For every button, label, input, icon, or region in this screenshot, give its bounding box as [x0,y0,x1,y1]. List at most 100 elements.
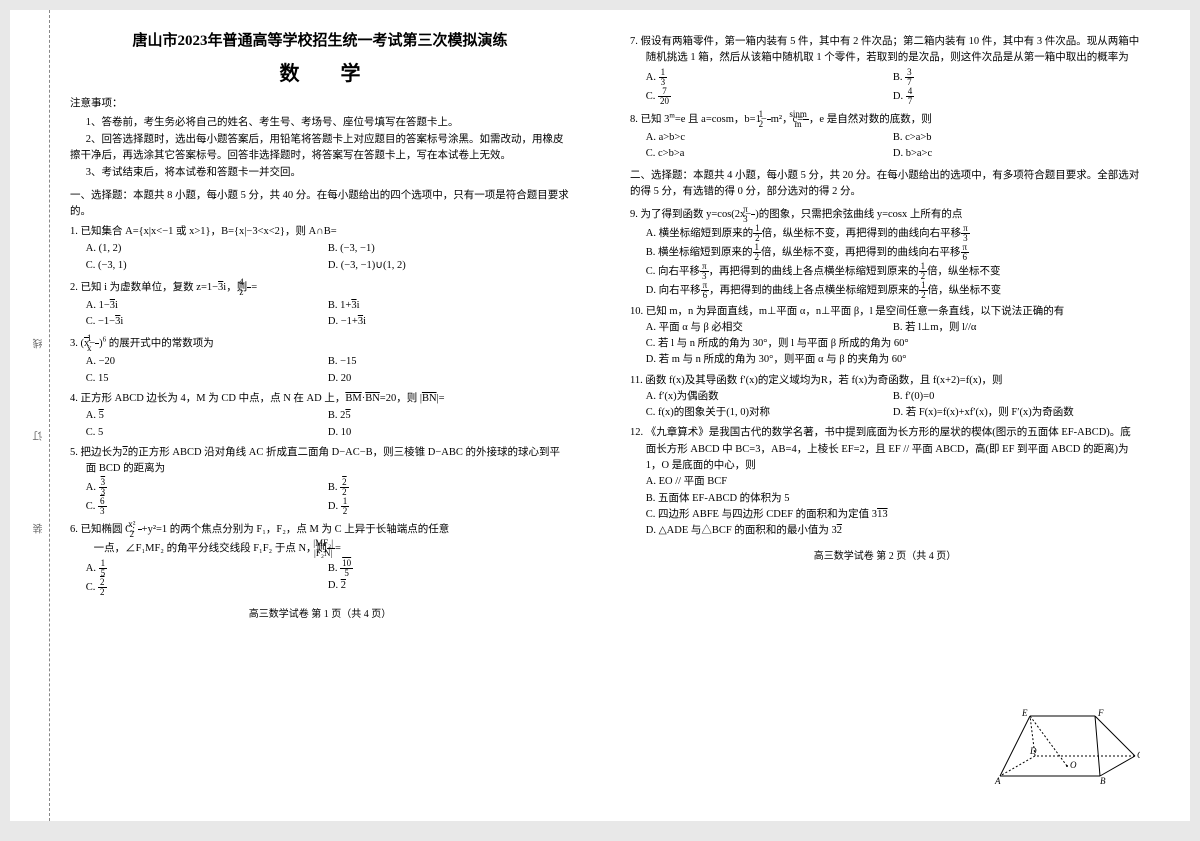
question-text: 4. 正方形 ABCD 边长为 4，M 为 CD 中点，点 N 在 AD 上，B… [70,391,570,407]
question-6: 6. 已知椭圆 C: x²2+y²=1 的两个焦点分别为 F₁，F₂，点 M 为… [70,520,570,597]
question-options: A. 平面 α 与 β 必相交 B. 若 l⊥m，则 l//α C. 若 l 与… [630,320,1140,369]
option-c: C. 63 [86,497,328,516]
option-d: D. 10 [328,425,570,441]
prism-diagram: A B C D E F O [990,706,1140,786]
option-b: B. f′(0)=0 [893,389,1140,405]
option-d: D. 47 [893,87,1140,106]
option-c: C. 5 [86,425,328,441]
option-b: B. (−3, −1) [328,241,570,257]
option-d: D. 若 m 与 n 所成的角为 30°，则平面 α 与 β 的夹角为 60° [646,352,1140,368]
option-a: A. f′(x)为偶函数 [646,389,893,405]
option-c: C. 若 l 与 n 所成的角为 30°，则 l 与平面 β 所成的角为 60° [646,336,1140,352]
option-c: C. −1−3i [86,314,328,330]
question-options: A. 33 B. 22 C. 63 D. 12 [70,478,570,516]
notice-item: 3、考试结束后，将本试卷和答题卡一并交回。 [70,165,570,181]
option-a: A. 5 [86,408,328,424]
question-text: 12. 《九章算术》是我国古代的数学名著，书中提到底面为长方形的屋状的楔体(图示… [630,425,1140,474]
question-3: 3. (x−1x)6 的展开式中的常数项为 A. −20 B. −15 C. 1… [70,334,570,387]
page-left-column: 唐山市2023年普通高等学校招生统一考试第三次模拟演练 数 学 注意事项： 1、… [10,10,600,821]
option-a: A. (1, 2) [86,241,328,257]
option-a: A. 1−3i [86,298,328,314]
option-b: B. 横坐标缩短到原来的12倍，纵坐标不变，再把得到的曲线向右平移π6 [646,243,1140,262]
option-a: A. EO // 平面 BCF [646,474,987,490]
question-9: 9. 为了得到函数 y=cos(2x−π3)的图象，只需把余弦曲线 y=cosx… [630,205,1140,300]
question-5: 5. 把边长为2的正方形 ABCD 沿对角线 AC 折成直二面角 D−AC−B，… [70,445,570,517]
option-d: D. (−3, −1)∪(1, 2) [328,258,570,274]
option-b: B. c>a>b [893,130,1140,146]
section-2-heading: 二、选择题：本题共 4 小题，每小题 5 分，共 20 分。在每小题给出的选项中… [630,168,1140,201]
subject-title: 数 学 [70,59,570,90]
option-a: A. −20 [86,354,328,370]
option-a: A. 33 [86,478,328,497]
question-8: 8. 已知 3m=e 且 a=cosm，b=1−12m²，c=sinmm，e 是… [630,110,1140,163]
svg-text:E: E [1021,708,1028,718]
option-c: C. f(x)的图象关于(1, 0)对称 [646,405,893,421]
question-7: 7. 假设有两箱零件，第一箱内装有 5 件，其中有 2 件次品；第二箱内装有 1… [630,34,1140,106]
question-text: 10. 已知 m，n 为异面直线，m⊥平面 α，n⊥平面 β，l 是空间任意一条… [630,304,1140,320]
question-1: 1. 已知集合 A={x|x<−1 或 x>1}，B={x|−3<x<2}，则 … [70,224,570,274]
notice-item: 2、回答选择题时，选出每小题答案后，用铅笔将答题卡上对应题目的答案标号涂黑。如需… [70,132,570,165]
page-footer-left: 高三数学试卷 第 1 页（共 4 页） [70,607,570,623]
question-12: 12. 《九章算术》是我国古代的数学名著，书中提到底面为长方形的屋状的楔体(图示… [630,425,1140,539]
option-d: D. 若 F(x)=f(x)+xf′(x)，则 F′(x)为奇函数 [893,405,1140,421]
question-11: 11. 函数 f(x)及其导函数 f′(x)的定义域均为R，若 f(x)为奇函数… [630,373,1140,422]
option-d: D. −1+3i [328,314,570,330]
option-c: C. 720 [646,87,893,106]
option-b: B. 37 [893,68,1140,87]
question-10: 10. 已知 m，n 为异面直线，m⊥平面 α，n⊥平面 β，l 是空间任意一条… [630,304,1140,369]
option-a: A. 横坐标缩短到原来的12倍，纵坐标不变，再把得到的曲线向右平移π3 [646,224,1140,243]
question-text: 1. 已知集合 A={x|x<−1 或 x>1}，B={x|−3<x<2}，则 … [70,224,570,240]
question-text: 8. 已知 3m=e 且 a=cosm，b=1−12m²，c=sinmm，e 是… [630,110,1140,129]
option-b: B. 105 [328,559,570,578]
option-b: B. 25 [328,408,570,424]
option-a: A. 15 [86,559,328,578]
question-4: 4. 正方形 ABCD 边长为 4，M 为 CD 中点，点 N 在 AD 上，B… [70,391,570,441]
svg-text:B: B [1100,776,1106,786]
binding-margin: 装 订 线 [20,10,50,821]
exam-title: 唐山市2023年普通高等学校招生统一考试第三次模拟演练 [70,30,570,53]
svg-text:D: D [1029,746,1037,756]
option-d: D. 20 [328,371,570,387]
svg-text:A: A [994,776,1001,786]
option-d: D. 2 [328,578,570,597]
option-c: C. (−3, 1) [86,258,328,274]
option-c: C. c>b>a [646,146,893,162]
option-d: D. 向右平移π6，再把得到的曲线上各点横坐标缩短到原来的12倍，纵坐标不变 [646,281,1140,300]
question-options: A. 5 B. 25 C. 5 D. 10 [70,408,570,441]
question-text: 11. 函数 f(x)及其导函数 f′(x)的定义域均为R，若 f(x)为奇函数… [630,373,1140,389]
option-b: B. 五面体 EF-ABCD 的体积为 5 [646,491,987,507]
question-options: A. 横坐标缩短到原来的12倍，纵坐标不变，再把得到的曲线向右平移π3 B. 横… [630,224,1140,300]
question-options: A. 13 B. 37 C. 720 D. 47 [630,68,1140,106]
question-options: A. f′(x)为偶函数 B. f′(0)=0 C. f(x)的图象关于(1, … [630,389,1140,422]
option-a: A. 13 [646,68,893,87]
question-text: 7. 假设有两箱零件，第一箱内装有 5 件，其中有 2 件次品；第二箱内装有 1… [630,34,1140,67]
notice-heading: 注意事项： [70,96,570,112]
option-c: C. 15 [86,371,328,387]
question-2: 2. 已知 i 为虚数单位，复数 z=1−3i，则4z= A. 1−3i B. … [70,278,570,331]
question-options: A. (1, 2) B. (−3, −1) C. (−3, 1) D. (−3,… [70,241,570,274]
option-d: D. △ADE 与△BCF 的面积和的最小值为 32 [646,523,987,539]
option-a: A. 平面 α 与 β 必相交 [646,320,893,336]
option-b: B. 22 [328,478,570,497]
svg-text:O: O [1070,760,1077,770]
svg-text:C: C [1137,750,1140,760]
option-b: B. 1+3i [328,298,570,314]
question-options: A. EO // 平面 BCF B. 五面体 EF-ABCD 的体积为 5 C.… [630,474,987,539]
question-options: A. 1−3i B. 1+3i C. −1−3i D. −1+3i [70,298,570,331]
option-c: C. 四边形 ABFE 与四边形 CDEF 的面积和为定值 313 [646,507,987,523]
svg-text:F: F [1097,708,1104,718]
section-1-heading: 一、选择题：本题共 8 小题，每小题 5 分，共 40 分。在每小题给出的四个选… [70,188,570,221]
question-text: 3. (x−1x)6 的展开式中的常数项为 [70,334,570,353]
page-right-column: 7. 假设有两箱零件，第一箱内装有 5 件，其中有 2 件次品；第二箱内装有 1… [600,10,1190,821]
binding-label: 装 订 线 [32,298,47,533]
option-c: C. 22 [86,578,328,597]
option-d: D. 12 [328,497,570,516]
question-text: 6. 已知椭圆 C: x²2+y²=1 的两个焦点分别为 F₁，F₂，点 M 为… [70,520,570,558]
option-c: C. 向右平移π3，再把得到的曲线上各点横坐标缩短到原来的12倍，纵坐标不变 [646,262,1140,281]
option-b: B. 若 l⊥m，则 l//α [893,320,1140,336]
option-d: D. b>a>c [893,146,1140,162]
question-text: 2. 已知 i 为虚数单位，复数 z=1−3i，则4z= [70,278,570,297]
exam-paper: 装 订 线 唐山市2023年普通高等学校招生统一考试第三次模拟演练 数 学 注意… [10,10,1190,821]
question-options: A. 15 B. 105 C. 22 D. 2 [70,559,570,597]
option-a: A. a>b>c [646,130,893,146]
